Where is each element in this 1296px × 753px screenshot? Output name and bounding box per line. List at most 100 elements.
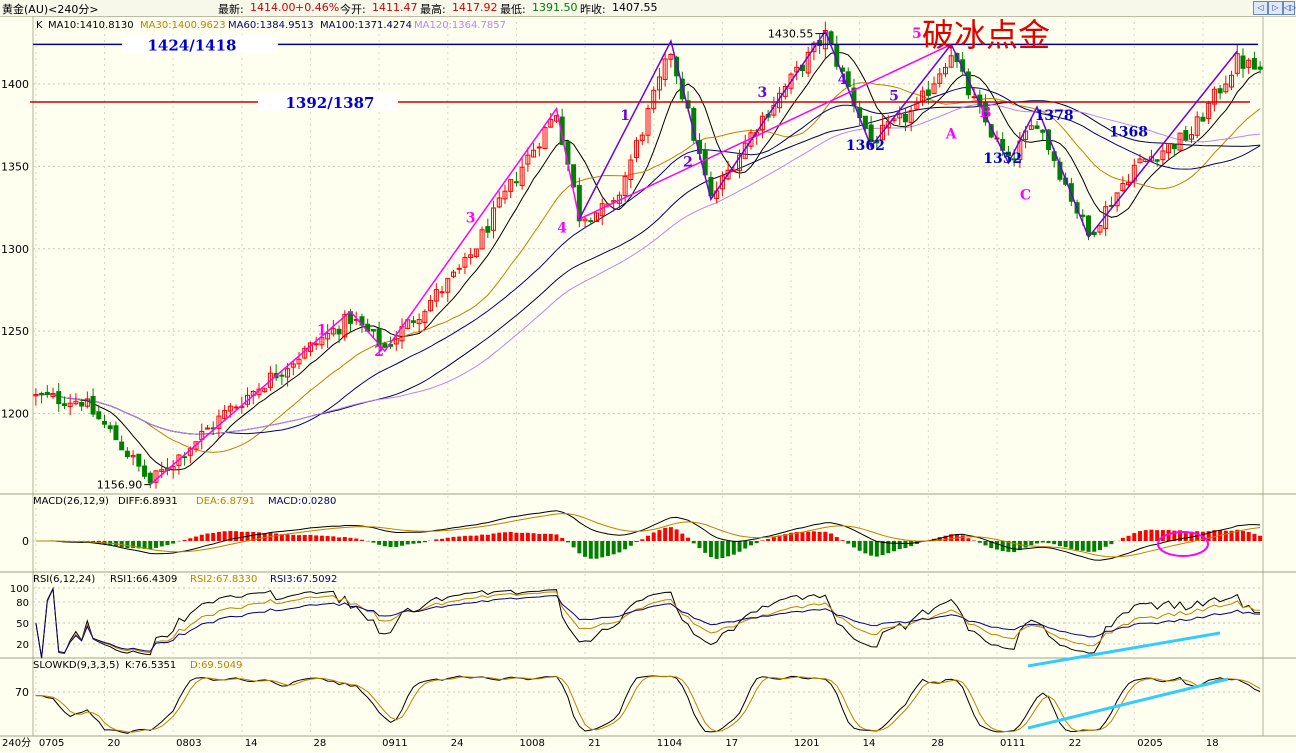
macd-highlight-circle <box>1157 531 1209 557</box>
candle-body <box>142 465 148 477</box>
candle-body <box>491 207 497 231</box>
candle-body <box>1023 130 1029 141</box>
candle-body <box>502 190 508 200</box>
candle-body <box>1229 74 1235 88</box>
candle-body <box>725 169 731 180</box>
ma-legend-item: MA60:1384.9513 <box>228 20 314 31</box>
candle-body <box>788 73 794 89</box>
candle-body <box>50 392 56 398</box>
candle-body <box>170 466 176 471</box>
rsi-line-3 <box>35 586 1261 659</box>
macd-diff-line <box>35 510 1261 561</box>
candle-body <box>639 134 645 141</box>
wave-label: 1 <box>620 108 630 124</box>
scroll-left-button[interactable]: ◁ <box>1253 1 1268 15</box>
level-label: 1368 <box>1109 125 1148 141</box>
candle-body <box>931 83 937 95</box>
candle-body <box>159 469 165 472</box>
candle-body <box>193 441 199 450</box>
candle-body <box>107 425 113 430</box>
candle-body <box>1011 158 1017 161</box>
candle-body <box>445 277 451 293</box>
candle-body <box>559 116 565 145</box>
candle-body <box>79 402 85 407</box>
candle-body <box>542 127 548 150</box>
candle-body <box>216 415 222 429</box>
candle-body <box>908 110 914 123</box>
correction-wave-line <box>950 44 1238 239</box>
rsi-ytick-label: 20 <box>16 640 29 651</box>
kd-d-line <box>35 675 1261 733</box>
zoom-button[interactable]: ◁▷ <box>1283 1 1296 15</box>
candle-body <box>96 411 102 420</box>
candle-body <box>468 254 474 258</box>
candle-body <box>336 328 342 335</box>
scroll-right-button[interactable]: ▷ <box>1268 1 1283 15</box>
candle-body <box>576 185 582 222</box>
candle-body <box>147 472 153 484</box>
candle-body <box>662 58 668 80</box>
prev-close-label: 昨收: <box>580 3 606 16</box>
candle-body <box>1177 132 1183 151</box>
candle-body <box>285 368 291 378</box>
macd-legend-name: MACD(26,12,9) <box>33 496 109 507</box>
candle-body <box>731 169 737 172</box>
xaxis-tick-label: 20 <box>108 738 121 749</box>
candle-body <box>439 291 445 294</box>
candle-body <box>370 329 376 332</box>
candle-body <box>668 53 674 60</box>
candle-body <box>634 140 640 159</box>
candle-body <box>496 197 502 208</box>
kd-ytick-label: 70 <box>15 686 29 699</box>
rsi-trendline <box>1027 631 1221 668</box>
candle-body <box>971 96 977 99</box>
candle-body <box>84 398 90 407</box>
rsi-ytick-label: 80 <box>16 598 29 609</box>
candle-body <box>1257 66 1263 70</box>
candle-body <box>462 256 468 268</box>
kd-legend-k: K:76.5351 <box>125 660 176 671</box>
candle-body <box>1143 158 1149 163</box>
candle-body <box>920 90 926 102</box>
candle-body <box>119 441 125 451</box>
wave-label: 4 <box>557 220 567 236</box>
candle-body <box>1148 156 1154 162</box>
candle-body <box>1200 116 1206 122</box>
candle-body <box>588 220 594 223</box>
candle-body <box>1183 130 1189 141</box>
candle-body <box>204 427 210 430</box>
xaxis-tick-label: 17 <box>725 738 738 749</box>
xaxis-tick-label: 0111 <box>1000 738 1025 749</box>
price-ytick-label: 1200 <box>1 408 29 421</box>
candle-body <box>628 159 634 180</box>
candle-body <box>1086 215 1092 236</box>
symbol-name: 黄金(AU)<240分> <box>2 3 99 16</box>
candle-body <box>937 73 943 84</box>
candle-body <box>376 328 382 347</box>
xaxis-tick-label: 1008 <box>519 738 544 749</box>
candle-body <box>130 455 136 458</box>
kd-legend-name: SLOWKD(9,3,3,5) <box>33 660 119 671</box>
candle-body <box>330 328 336 335</box>
wave-label: B <box>980 105 992 121</box>
ma-legend-item: K <box>36 20 43 31</box>
candle-body <box>1137 158 1143 164</box>
candle-body <box>325 332 331 340</box>
candle-body <box>176 454 182 466</box>
candle-body <box>124 450 130 458</box>
candle-body <box>1005 151 1011 157</box>
wave-label: 2 <box>374 344 384 360</box>
rsi-legend-rsi1: RSI1:66.4309 <box>110 574 177 585</box>
xaxis-tick-label: 0911 <box>382 738 407 749</box>
rsi-legend-name: RSI(6,12,24) <box>33 574 95 585</box>
level-label: 1362 <box>846 138 885 154</box>
ma10-line <box>35 51 1261 471</box>
candle-body <box>656 76 662 91</box>
wave-label: 3 <box>758 85 768 101</box>
resistance-label: 1424/1418 <box>148 36 237 54</box>
macd-legend-diff: DIFF:6.8931 <box>118 496 178 507</box>
candle-body <box>313 343 319 346</box>
candle-body <box>90 395 96 415</box>
price-ytick-label: 1350 <box>1 160 29 173</box>
